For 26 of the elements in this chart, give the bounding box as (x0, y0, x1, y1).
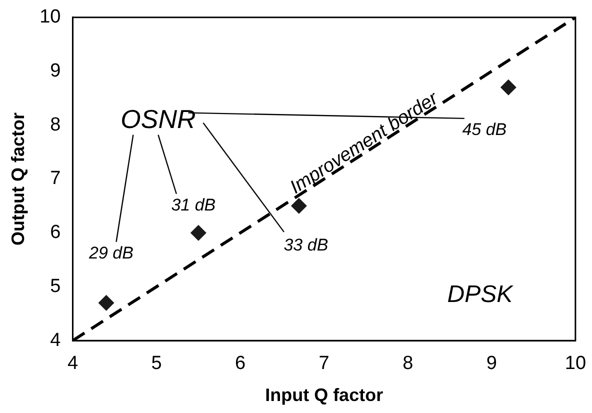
annotation: 29 dB (88, 244, 134, 263)
y-tick-label: 6 (50, 222, 61, 244)
point (98, 294, 114, 311)
y-axis-title: Output Q factor (8, 112, 28, 246)
x-tick-label: 9 (486, 353, 497, 374)
x-axis-title: Input Q factor (265, 385, 384, 406)
point (500, 79, 516, 96)
point (290, 198, 307, 214)
annotation: 31 dB (171, 196, 216, 215)
annotation: DPSK (447, 281, 514, 308)
y-tick-label: 4 (50, 330, 62, 351)
y-tick-label: 8 (50, 114, 61, 136)
y-tick-label: 5 (50, 276, 61, 297)
x-tick-label: 8 (402, 353, 414, 374)
x-tick-label: 10 (564, 353, 586, 374)
x-tick-label: 6 (235, 353, 246, 374)
y-tick-label: 10 (40, 6, 61, 28)
y-tick-label: 7 (50, 168, 61, 190)
point (190, 224, 206, 241)
x-tick-label: 4 (67, 353, 78, 374)
x-tick-label: 7 (318, 353, 330, 374)
annotation: OSNR (120, 104, 196, 134)
y-tick-label: 9 (50, 60, 61, 82)
annotation: 45 dB (462, 120, 507, 140)
x-tick-label: 5 (151, 353, 162, 374)
annotation: 33 dB (284, 236, 328, 255)
